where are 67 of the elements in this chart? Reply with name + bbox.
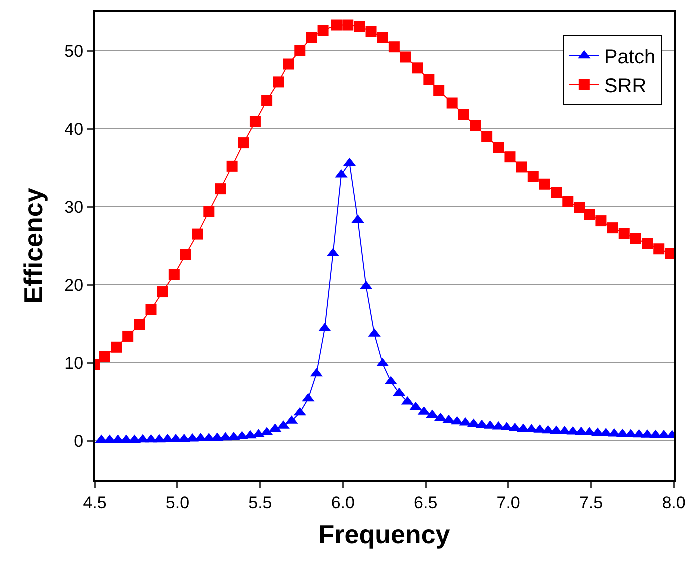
point <box>630 233 642 244</box>
y-tick-label: 30 <box>64 198 84 217</box>
point <box>283 58 294 70</box>
point <box>584 209 596 220</box>
y-tick-label: 20 <box>64 276 84 295</box>
y-tick-label: 40 <box>64 120 84 139</box>
point <box>226 160 238 172</box>
point <box>204 206 215 218</box>
point <box>273 76 284 88</box>
point <box>168 269 180 280</box>
point <box>412 62 424 74</box>
point <box>493 142 504 154</box>
point <box>446 98 458 109</box>
point <box>250 116 261 128</box>
point <box>180 249 192 260</box>
y-tick-label: 50 <box>64 42 84 61</box>
y-tick-label: 10 <box>64 354 84 373</box>
y-axis-title: Efficency <box>18 188 49 304</box>
point <box>400 52 412 63</box>
x-tick-label: 7.0 <box>496 493 520 512</box>
point <box>342 20 354 31</box>
point <box>192 228 204 240</box>
point <box>574 202 586 214</box>
point <box>551 187 562 198</box>
point <box>294 46 306 56</box>
point <box>607 222 618 234</box>
x-tick-label: 5.5 <box>248 493 272 512</box>
point <box>470 120 481 132</box>
x-tick-label: 5.0 <box>166 493 190 512</box>
point <box>654 244 665 255</box>
point <box>215 184 226 195</box>
x-tick-label: 4.5 <box>83 493 107 512</box>
legend-label: Patch <box>604 46 656 69</box>
point <box>262 95 273 106</box>
point <box>596 216 607 227</box>
point <box>318 25 329 36</box>
point <box>482 131 493 142</box>
legend-label: SRR <box>604 76 647 98</box>
point <box>539 178 550 190</box>
x-tick-label: 6.5 <box>414 493 438 512</box>
point <box>618 228 630 240</box>
point <box>388 42 400 53</box>
point <box>434 85 445 96</box>
point <box>331 20 342 31</box>
point <box>146 304 157 316</box>
x-tick-label: 6.0 <box>331 493 355 512</box>
point <box>111 342 122 353</box>
point <box>424 74 435 86</box>
point <box>642 238 654 250</box>
point <box>528 171 539 182</box>
point <box>122 330 134 342</box>
point <box>458 109 470 120</box>
point <box>377 32 388 44</box>
point <box>366 26 377 37</box>
x-tick-label: 8.0 <box>662 493 686 512</box>
point <box>504 152 516 163</box>
point <box>354 21 366 32</box>
point <box>99 351 110 362</box>
point <box>157 286 168 298</box>
x-tick-label: 7.5 <box>579 493 604 512</box>
y-tick-label: 0 <box>74 432 84 451</box>
point <box>516 162 528 173</box>
point <box>562 196 574 208</box>
x-axis-title: Frequency <box>318 520 451 550</box>
point <box>238 138 250 149</box>
point <box>134 319 146 330</box>
point <box>306 32 318 44</box>
